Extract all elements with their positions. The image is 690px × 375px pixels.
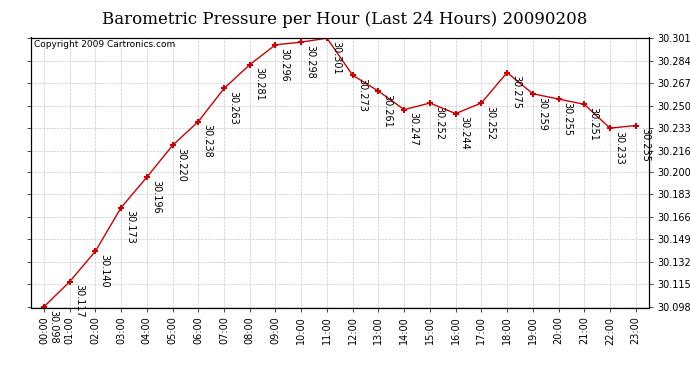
Text: 30.252: 30.252: [434, 106, 444, 140]
Text: 30.261: 30.261: [382, 94, 393, 128]
Text: Barometric Pressure per Hour (Last 24 Hours) 20090208: Barometric Pressure per Hour (Last 24 Ho…: [102, 11, 588, 28]
Text: 30.275: 30.275: [511, 75, 521, 109]
Text: 30.263: 30.263: [228, 91, 238, 125]
Text: 30.140: 30.140: [99, 254, 110, 288]
Text: 30.296: 30.296: [279, 48, 290, 81]
Text: 30.255: 30.255: [563, 102, 573, 136]
Text: 30.252: 30.252: [486, 106, 495, 140]
Text: 30.117: 30.117: [74, 285, 83, 318]
Text: 30.220: 30.220: [177, 148, 187, 182]
Text: 30.238: 30.238: [202, 124, 213, 158]
Text: 30.235: 30.235: [640, 128, 650, 162]
Text: 30.098: 30.098: [48, 310, 58, 343]
Text: 30.196: 30.196: [151, 180, 161, 213]
Text: Copyright 2009 Cartronics.com: Copyright 2009 Cartronics.com: [34, 40, 175, 49]
Text: 30.259: 30.259: [537, 96, 547, 130]
Text: 30.301: 30.301: [331, 41, 341, 75]
Text: 30.244: 30.244: [460, 116, 470, 150]
Text: 30.251: 30.251: [589, 107, 598, 141]
Text: 30.298: 30.298: [306, 45, 315, 79]
Text: 30.173: 30.173: [126, 210, 135, 244]
Text: 30.233: 30.233: [614, 131, 624, 165]
Text: 30.273: 30.273: [357, 78, 367, 112]
Text: 30.247: 30.247: [408, 112, 418, 146]
Text: 30.281: 30.281: [254, 68, 264, 101]
